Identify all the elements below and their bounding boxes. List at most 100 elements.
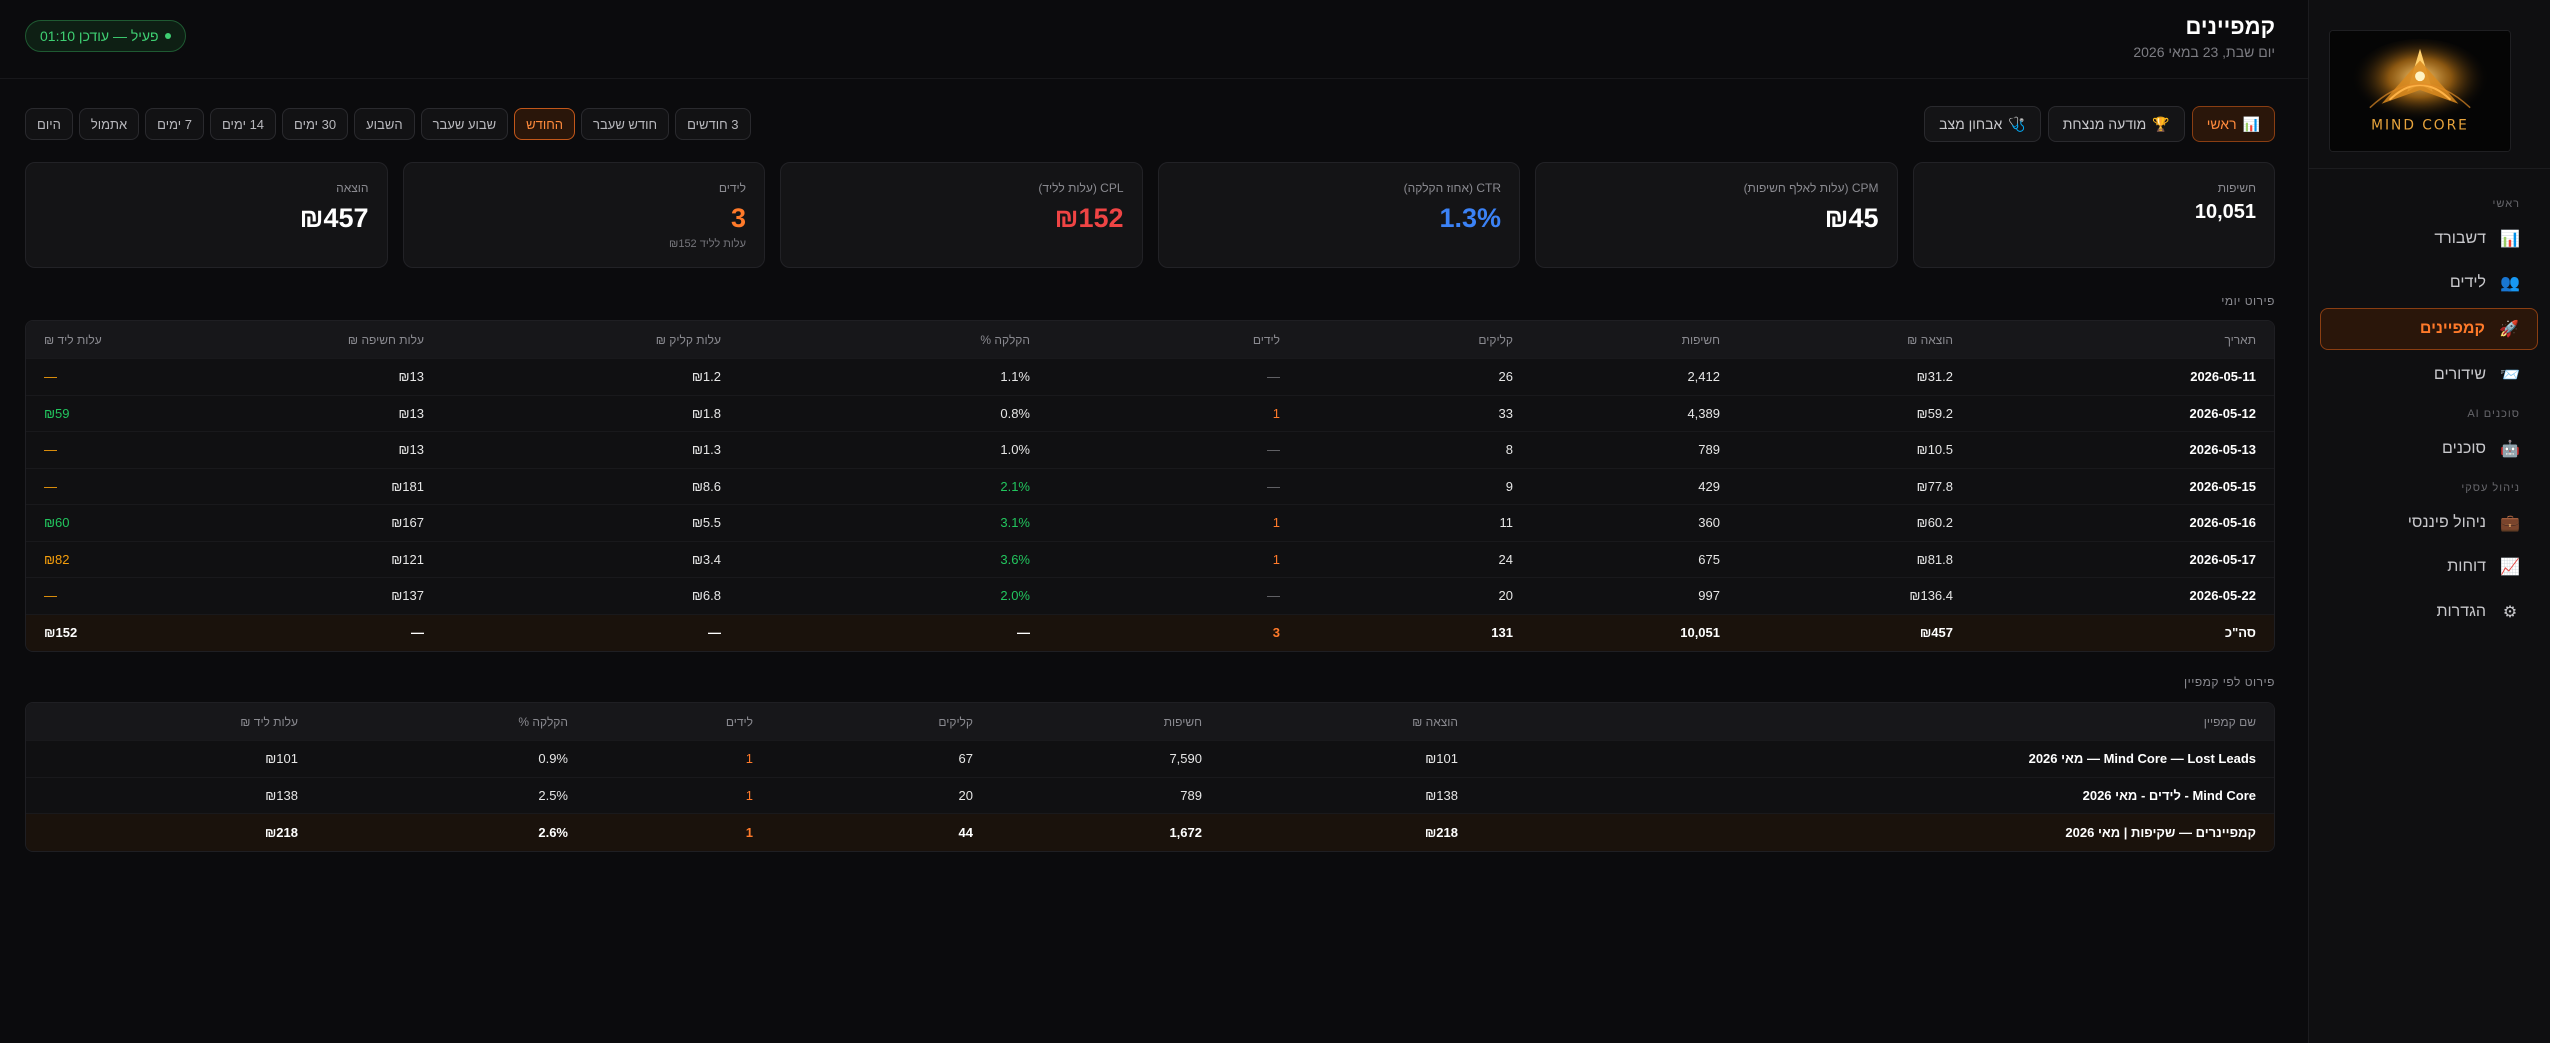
status-text: פעיל — עודכן 01:10 <box>40 28 159 44</box>
sidebar-section-ai: סוכנים AI <box>2467 408 2520 420</box>
sidebar-item-campaigns[interactable]: 🚀 קמפיינים <box>2320 308 2538 350</box>
cell-ctr: 3.6% <box>1000 551 1030 567</box>
table-row: 2026-05-17 ₪81.8 675 24 1 3.6% ₪3.4 ₪121… <box>26 542 2274 578</box>
cell-impressions: 429 <box>1698 478 1720 494</box>
filter-last-month[interactable]: חודש שעבר <box>581 108 670 140</box>
tab-label: אבחון מצב <box>1939 116 2003 132</box>
filter-this-month[interactable]: החודש <box>514 108 576 140</box>
sidebar-divider <box>2308 168 2550 169</box>
cell-spend: ₪136.4 <box>1909 588 1953 604</box>
sidebar-item-broadcasts[interactable]: 📨 שידורים <box>2320 354 2538 396</box>
column-header[interactable]: חשיפות <box>1163 714 1202 729</box>
cell-cpm: ₪13 <box>398 369 425 385</box>
column-header[interactable]: קליקים <box>1478 332 1513 347</box>
filter-last-week[interactable]: שבוע שעבר <box>420 108 509 140</box>
cell-date: 2026-05-16 <box>2189 515 2257 531</box>
column-header[interactable]: קליקים <box>938 714 973 729</box>
tab-label: ראשי <box>2206 116 2237 132</box>
kpi-impressions: חשיפות 10,051 <box>1912 162 2275 268</box>
kpi-leads: לידים 3 עלות לליד ₪152 <box>402 162 765 268</box>
table-row[interactable]: Mind Core — Lost Leads — מאי 2026 ₪101 7… <box>26 741 2274 778</box>
mind-core-logo[interactable]: MIND CORE <box>2329 30 2511 152</box>
status-badge: פעיל — עודכן 01:10 <box>25 20 186 52</box>
column-header[interactable]: עלות ליד ₪ <box>240 714 298 729</box>
column-header[interactable]: לידים <box>725 714 753 729</box>
cell-clicks: 11 <box>1499 515 1514 531</box>
tab-winning-ad[interactable]: 🏆 מודעה מנצחת <box>2047 106 2185 142</box>
cell-clicks: 131 <box>1491 625 1513 641</box>
cell-ctr: 2.5% <box>538 787 568 803</box>
robot-icon: 🤖 <box>2500 441 2520 458</box>
column-header[interactable]: לידים <box>1252 332 1280 347</box>
cell-cpm: ₪13 <box>398 442 425 458</box>
cell-impressions: 7,590 <box>1169 751 1202 767</box>
cell-spend: ₪77.8 <box>1916 478 1953 494</box>
column-header[interactable]: תאריך <box>2224 332 2256 347</box>
filter-today[interactable]: היום <box>25 108 73 140</box>
cell-clicks: 9 <box>1505 478 1513 494</box>
filter-30-days[interactable]: 30 ימים <box>282 108 349 140</box>
cell-ctr: 3.1% <box>1000 515 1030 531</box>
sidebar-item-finance[interactable]: 💼 ניהול פיננסי <box>2320 502 2538 544</box>
filter-3-months[interactable]: 3 חודשים <box>675 108 751 140</box>
cell-date: 2026-05-11 <box>2190 369 2256 385</box>
kpi-value: 10,051 <box>2194 201 2256 223</box>
cell-ctr: 2.0% <box>1000 588 1030 604</box>
filter-this-week[interactable]: השבוע <box>354 108 415 140</box>
column-header[interactable]: עלות חשיפה ₪ <box>347 332 424 347</box>
sidebar: MIND CORE ראשי 📊 דשבורד 👥 לידים 🚀 קמפיינ… <box>2308 0 2550 1043</box>
cell-cpc: — <box>708 625 721 641</box>
column-header[interactable]: הוצאה ₪ <box>1412 714 1458 729</box>
sidebar-item-label: שידורים <box>2433 366 2486 383</box>
sidebar-item-dashboard[interactable]: 📊 דשבורד <box>2320 218 2538 260</box>
table-row[interactable]: קמפיינרים — שקיפות | מאי 2026 ₪218 1,672… <box>26 814 2274 851</box>
table-row: 2026-05-12 ₪59.2 4,389 33 1 0.8% ₪1.8 ₪1… <box>26 396 2274 432</box>
column-header[interactable]: חשיפות <box>1681 332 1720 347</box>
kpi-cpl: CPL (עלות לליד) ₪152 <box>780 162 1143 268</box>
cell-cpl: ₪218 <box>264 824 298 840</box>
filter-7-days[interactable]: 7 ימים <box>145 108 204 140</box>
table-row: 2026-05-16 ₪60.2 360 11 1 3.1% ₪5.5 ₪167… <box>26 505 2274 542</box>
cell-cpl: — <box>44 588 57 604</box>
column-header[interactable]: הוצאה ₪ <box>1907 332 1953 347</box>
cell-impressions: 10,051 <box>1680 625 1720 641</box>
cell-cpc: ₪1.2 <box>691 369 721 385</box>
column-header[interactable]: הקלקה % <box>518 714 568 729</box>
cell-impressions: 1,672 <box>1169 824 1202 840</box>
tab-diagnosis[interactable]: 🩺 אבחון מצב <box>1924 106 2041 142</box>
cell-ctr: 2.1% <box>1000 478 1030 494</box>
cell-clicks: 67 <box>958 751 973 767</box>
filter-14-days[interactable]: 14 ימים <box>209 108 277 140</box>
logo-graphic: MIND CORE <box>2330 31 2510 151</box>
tab-main[interactable]: 📊 ראשי <box>2191 106 2275 142</box>
page-date: יום שבת, 23 במאי 2026 <box>2133 44 2275 60</box>
sidebar-item-settings[interactable]: ⚙ הגדרות <box>2320 591 2538 633</box>
cell-spend: ₪81.8 <box>1916 551 1953 567</box>
kpi-label: לידים <box>718 181 746 195</box>
cell-cpm: ₪121 <box>391 551 424 567</box>
sidebar-item-agents[interactable]: 🤖 סוכנים <box>2320 428 2538 470</box>
cell-campaign-name: קמפיינרים — שקיפות | מאי 2026 <box>2065 824 2256 840</box>
sidebar-item-leads[interactable]: 👥 לידים <box>2320 262 2538 304</box>
filter-yesterday[interactable]: אתמול <box>78 108 140 140</box>
cell-spend: ₪138 <box>1425 787 1458 803</box>
kpi-label: CPL (עלות לליד) <box>1038 181 1124 195</box>
cell-cpc: ₪3.4 <box>691 551 721 567</box>
sidebar-item-reports[interactable]: 📈 דוחות <box>2320 546 2538 588</box>
cell-leads: 1 <box>1272 405 1280 421</box>
kpi-cards: הוצאה ₪457 לידים 3 עלות לליד ₪152 CPL (ע… <box>25 162 2275 268</box>
gear-icon: ⚙ <box>2502 604 2518 621</box>
column-header[interactable]: עלות ליד ₪ <box>44 332 102 347</box>
kpi-value: ₪152 <box>1054 203 1124 233</box>
trophy-icon: 🏆 <box>2152 115 2170 132</box>
cell-campaign-name: Mind Core — Lost Leads — מאי 2026 <box>2028 751 2256 767</box>
cell-spend: ₪31.2 <box>1916 369 1953 385</box>
column-header[interactable]: שם קמפיין <box>2203 714 2256 729</box>
column-header[interactable]: הקלקה % <box>980 332 1030 347</box>
cell-leads: 3 <box>1272 625 1280 641</box>
kpi-spend: הוצאה ₪457 <box>25 162 388 268</box>
table-row[interactable]: Mind Core - לידים - מאי 2026 ₪138 789 20… <box>26 778 2274 814</box>
cell-cpc: ₪8.6 <box>691 478 721 494</box>
kpi-label: CPM (עלות לאלף חשיפות) <box>1743 181 1879 195</box>
column-header[interactable]: עלות קליק ₪ <box>655 332 721 347</box>
